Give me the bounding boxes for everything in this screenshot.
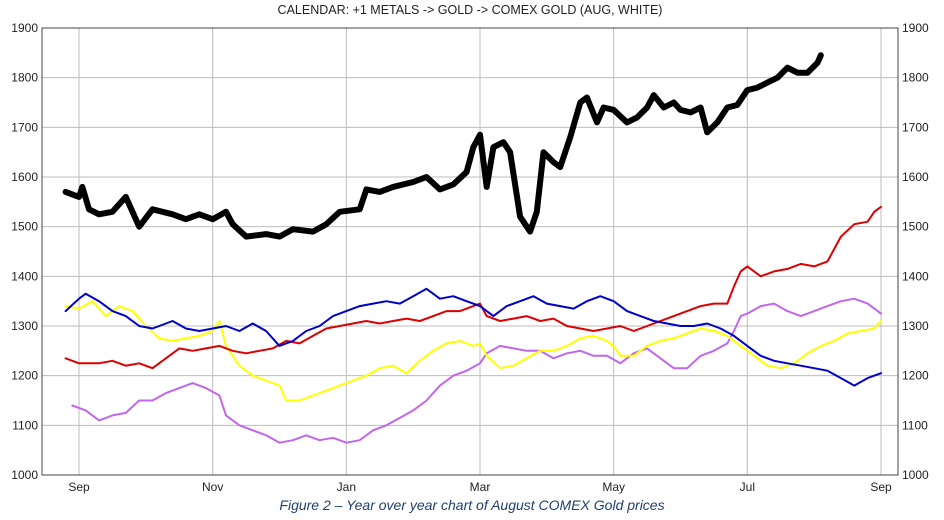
- x-axis: Sep Nov Jan Mar May Jul Sep: [68, 480, 892, 494]
- y-tick-label-left: 1200: [11, 369, 38, 383]
- y-tick-label-left: 1500: [11, 220, 38, 234]
- y-axis-right: 1000 1100 1200 1300 1400 1500 1600 1700 1800 1900: [902, 21, 929, 482]
- y-tick-label-left: 1000: [11, 468, 38, 482]
- y-tick-label-right: 1300: [902, 319, 929, 333]
- x-tick-label: Sep: [870, 480, 892, 494]
- x-tick-label: Sep: [68, 480, 90, 494]
- y-axis-left: 1000 1100 1200 1300 1400 1500 1600 1700 1800 1900: [11, 21, 38, 482]
- series-line: [64, 300, 882, 402]
- y-tick-label-right: 1600: [902, 170, 929, 184]
- y-tick-label-left: 1900: [11, 21, 38, 35]
- x-tick-label: Nov: [202, 480, 223, 494]
- y-tick-label-right: 1200: [902, 369, 929, 383]
- y-tick-label-left: 1400: [11, 269, 38, 283]
- series-line: [71, 297, 882, 444]
- x-tick-label: May: [602, 480, 625, 494]
- figure-caption: Figure 2 – Year over year chart of Augus…: [279, 497, 665, 513]
- y-tick-label-right: 1900: [902, 21, 929, 35]
- series-line: [64, 287, 882, 387]
- series-line: [62, 52, 824, 240]
- series-line: [64, 205, 882, 370]
- y-tick-label-right: 1000: [902, 468, 929, 482]
- chart-title: CALENDAR: +1 METALS -> GOLD -> COMEX GOL…: [278, 3, 663, 17]
- y-tick-label-left: 1600: [11, 170, 38, 184]
- y-tick-label-left: 1700: [11, 120, 38, 134]
- y-tick-label-right: 1800: [902, 71, 929, 85]
- series-group: [62, 52, 882, 444]
- y-tick-label-right: 1700: [902, 120, 929, 134]
- plot-frame: [41, 27, 899, 476]
- x-tick-label: Mar: [470, 480, 491, 494]
- y-tick-label-left: 1100: [12, 418, 38, 432]
- y-tick-label-left: 1300: [11, 319, 38, 333]
- grid: [42, 27, 898, 476]
- y-tick-label-left: 1800: [11, 71, 38, 85]
- y-tick-label-right: 1100: [902, 418, 928, 432]
- y-tick-label-right: 1400: [902, 269, 929, 283]
- x-tick-label: Jan: [337, 480, 356, 494]
- x-tick-label: Jul: [740, 480, 755, 494]
- y-tick-label-right: 1500: [902, 220, 929, 234]
